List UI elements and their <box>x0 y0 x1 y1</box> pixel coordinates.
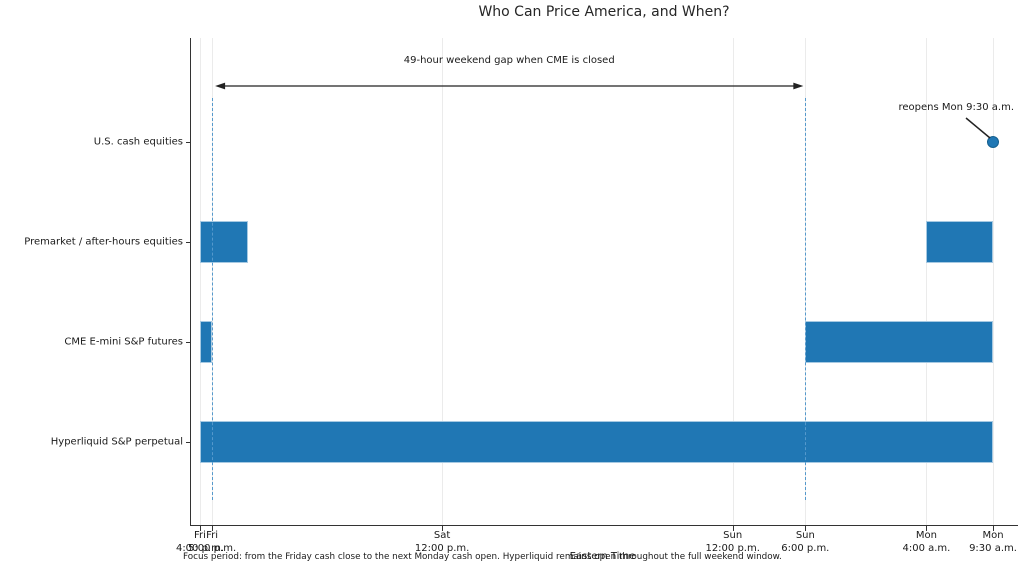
x-tick-label: Sun 6:00 p.m. <box>781 529 829 555</box>
x-tick-time: 6:00 p.m. <box>781 543 830 554</box>
session-bar <box>200 221 249 263</box>
gap-arrowhead-right-icon <box>793 82 804 90</box>
y-tick-mark <box>186 242 191 243</box>
reopen-annotation-label: reopens Mon 9:30 a.m. <box>898 102 1014 113</box>
y-tick-mark <box>186 342 191 343</box>
x-tick-mark <box>805 526 807 531</box>
x-gridline <box>993 38 994 525</box>
x-tick-mark <box>212 526 214 531</box>
reopen-leader-line <box>965 117 991 139</box>
x-tick-time: 12:00 p.m. <box>705 543 760 554</box>
x-tick-day: Fri <box>206 530 219 541</box>
x-gridline <box>200 38 201 525</box>
x-tick-time: 4:00 a.m. <box>902 543 951 554</box>
x-tick-day: Sat <box>433 530 451 541</box>
dashed-guide-line <box>805 98 807 500</box>
x-tick-mark <box>993 526 994 531</box>
x-tick-time: 4:00 p.m. <box>175 543 225 554</box>
y-tick-label-3: CME E-mini S&P futures <box>64 336 183 348</box>
x-tick-mark <box>442 526 444 531</box>
x-tick-day: Mon <box>915 530 937 541</box>
x-tick-mark <box>926 526 928 531</box>
y-axis-spine <box>190 38 191 525</box>
chart-title: Who Can Price America, and When? <box>478 4 730 20</box>
x-gridline <box>732 38 734 525</box>
x-tick-label: Sat 12:00 p.m. <box>415 529 469 555</box>
x-tick-label: Mon 9:30 a.m. <box>969 529 1017 555</box>
x-tick-time: 5:00 p.m. <box>188 543 237 554</box>
x-tick-mark <box>200 526 201 531</box>
x-tick-day: Mon <box>982 530 1004 541</box>
x-axis-spine <box>190 525 1018 526</box>
dashed-guide-line <box>212 98 214 500</box>
x-tick-mark <box>732 526 734 531</box>
x-tick-day: Sun <box>723 530 743 541</box>
session-bar <box>200 321 213 363</box>
x-tick-day: Fri <box>194 530 206 541</box>
x-axis-label: Eastern Time <box>569 551 636 562</box>
y-tick-label-2: Premarket / after-hours equities <box>24 236 183 248</box>
x-tick-time: 12:00 p.m. <box>414 543 470 554</box>
y-tick-label-4: Hyperliquid S&P perpetual <box>50 436 183 448</box>
x-tick-label: Mon 4:00 a.m. <box>902 529 950 555</box>
gap-arrowhead-left-icon <box>215 82 226 90</box>
x-tick-day: Sun <box>795 530 815 541</box>
y-tick-mark <box>186 442 191 443</box>
x-tick-label: Fri 5:00 p.m. <box>188 529 236 555</box>
x-tick-label: Sun 12:00 p.m. <box>705 529 759 555</box>
x-gridline <box>442 38 444 525</box>
x-gridline <box>926 38 928 525</box>
gap-annotation-label: 49-hour weekend gap when CME is closed <box>403 55 615 66</box>
y-tick-label-1: U.S. cash equities <box>93 136 183 148</box>
caption-text: Focus period: from the Friday cash close… <box>183 552 782 562</box>
session-bar <box>200 421 993 463</box>
session-bar <box>926 221 993 263</box>
x-tick-time: 9:30 a.m. <box>969 543 1017 554</box>
y-tick-mark <box>186 142 191 143</box>
x-tick-label: Fri 4:00 p.m. <box>176 529 224 555</box>
session-bar <box>805 321 993 363</box>
reopen-marker-dot <box>987 136 999 148</box>
